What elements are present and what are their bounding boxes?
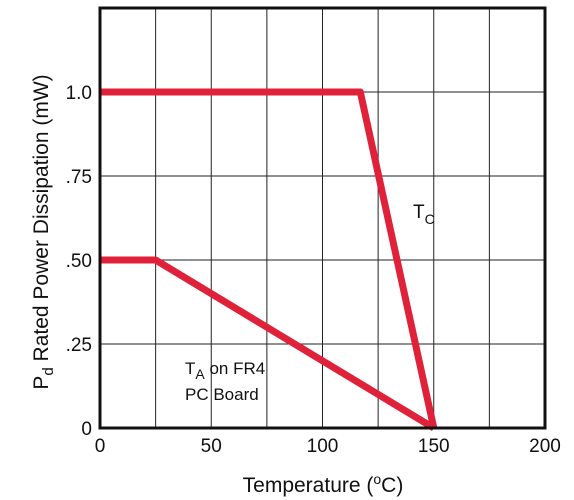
x-tick-label: 100 [307,436,339,457]
x-tick-labels: 0 50 100 150 200 [95,436,561,457]
y-axis-title-rest: Rated Power Dissipation (mW) [30,74,53,367]
y-axis-title-sub: d [40,367,57,375]
series-label-tc-main: T [413,202,425,223]
series-label-ta-main: T [185,359,195,378]
series-label-ta: TA on FR4 [185,359,265,382]
series-label-ta-sub: A [195,366,205,382]
x-tick-label: 50 [201,436,222,457]
y-axis-title-main: P [30,376,53,390]
y-tick-label: .75 [66,167,92,188]
y-tick-label: 1.0 [66,83,92,104]
x-tick-label: 0 [95,436,106,457]
y-tick-label: .50 [66,251,92,272]
y-tick-labels: 0 .25 .50 .75 1.0 [66,83,92,440]
series-label-ta-line2: PC Board [185,385,259,404]
series-label-tc-sub: C [425,211,435,227]
y-tick-label: .25 [66,335,92,356]
y-axis-title: Pd Rated Power Dissipation (mW) [30,74,57,389]
series-label-tc: TC [413,202,435,227]
x-axis-title-end: C) [381,474,403,497]
series-label-ta-rest: on FR4 [205,359,265,378]
x-axis-title-main: Temperature ( [243,474,374,497]
x-tick-label: 150 [418,436,450,457]
x-tick-label: 200 [529,436,561,457]
y-tick-label: 0 [81,419,92,440]
series-line-tc [100,88,438,429]
grid [100,8,545,428]
series-group [100,88,438,431]
x-axis-title-sup: o [373,471,381,487]
x-axis-title: Temperature (oC) [243,471,404,497]
plot-frame [98,6,547,430]
series-line-ta [100,256,436,431]
